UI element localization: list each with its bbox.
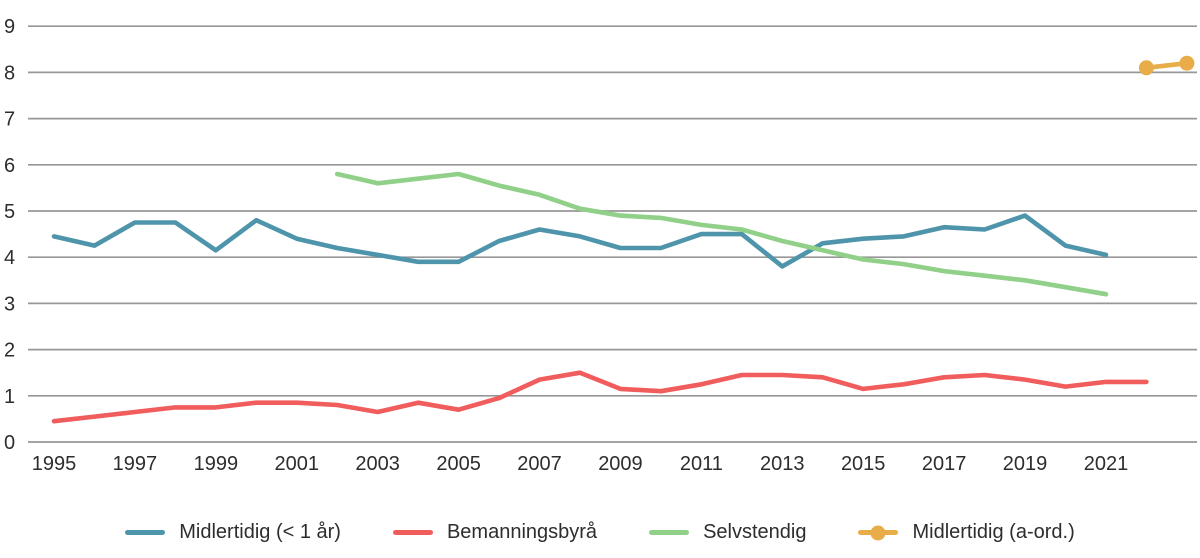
y-tick-label: 4: [4, 247, 15, 269]
chart-canvas: 0 1 2 3 4 5 6 7 8 9 1995 1997 1999 2001 2003 2005 2007 20…: [4, 16, 1197, 475]
legend-swatch-icon: [649, 530, 690, 535]
legend-label: Midlertidig (a-ord.): [912, 521, 1075, 543]
series-marker-3: [1179, 55, 1195, 71]
x-tick-label: 2019: [1003, 453, 1048, 475]
x-tick-label: 2003: [355, 453, 400, 475]
y-tick-label: 5: [4, 201, 15, 223]
x-tick-label: 2009: [598, 453, 643, 475]
y-tick-label: 0: [4, 432, 15, 454]
y-tick-label: 7: [4, 109, 15, 131]
x-tick-label: 1995: [32, 453, 77, 475]
series-line-2: [334, 171, 1109, 297]
legend-swatch-icon: [392, 530, 433, 535]
legend-item-3: Midlertidig (a-ord.): [858, 521, 1075, 544]
y-tick-label: 6: [4, 155, 15, 177]
legend-swatch-icon: [125, 530, 166, 535]
x-tick-label: 2001: [275, 453, 320, 475]
y-tick-label: 3: [4, 293, 15, 315]
series-marker-3: [1138, 60, 1154, 76]
x-tick-label: 2013: [760, 453, 805, 475]
series-line-1: [51, 370, 1149, 424]
legend: Midlertidig (< 1 år) Bemanningsbyrå Selvst…: [0, 521, 1200, 544]
legend-item-2: Selvstendig: [649, 521, 806, 544]
x-tick-label: 2021: [1084, 453, 1129, 475]
x-tick-label: 2017: [922, 453, 967, 475]
legend-marker-dot-icon: [870, 525, 886, 540]
x-tick-label: 2005: [436, 453, 481, 475]
legend-label: Midlertidig (< 1 år): [179, 521, 341, 543]
x-tick-label: 1997: [113, 453, 158, 475]
legend-label: Selvstendig: [703, 521, 807, 543]
y-tick-label: 2: [4, 340, 15, 362]
y-tick-label: 1: [4, 386, 15, 408]
series-line-0: [51, 213, 1109, 269]
x-tick-label: 2015: [841, 453, 886, 475]
legend-item-0: Midlertidig (< 1 år): [125, 521, 341, 544]
x-tick-label: 2007: [517, 453, 562, 475]
x-tick-label: 2011: [680, 453, 723, 475]
x-tick-label: 1999: [194, 453, 239, 475]
legend-swatch-icon: [858, 525, 899, 540]
y-tick-label: 9: [4, 16, 15, 38]
y-tick-label: 8: [4, 62, 15, 84]
legend-item-1: Bemanningsbyrå: [392, 521, 598, 544]
legend-label: Bemanningsbyrå: [446, 521, 598, 543]
